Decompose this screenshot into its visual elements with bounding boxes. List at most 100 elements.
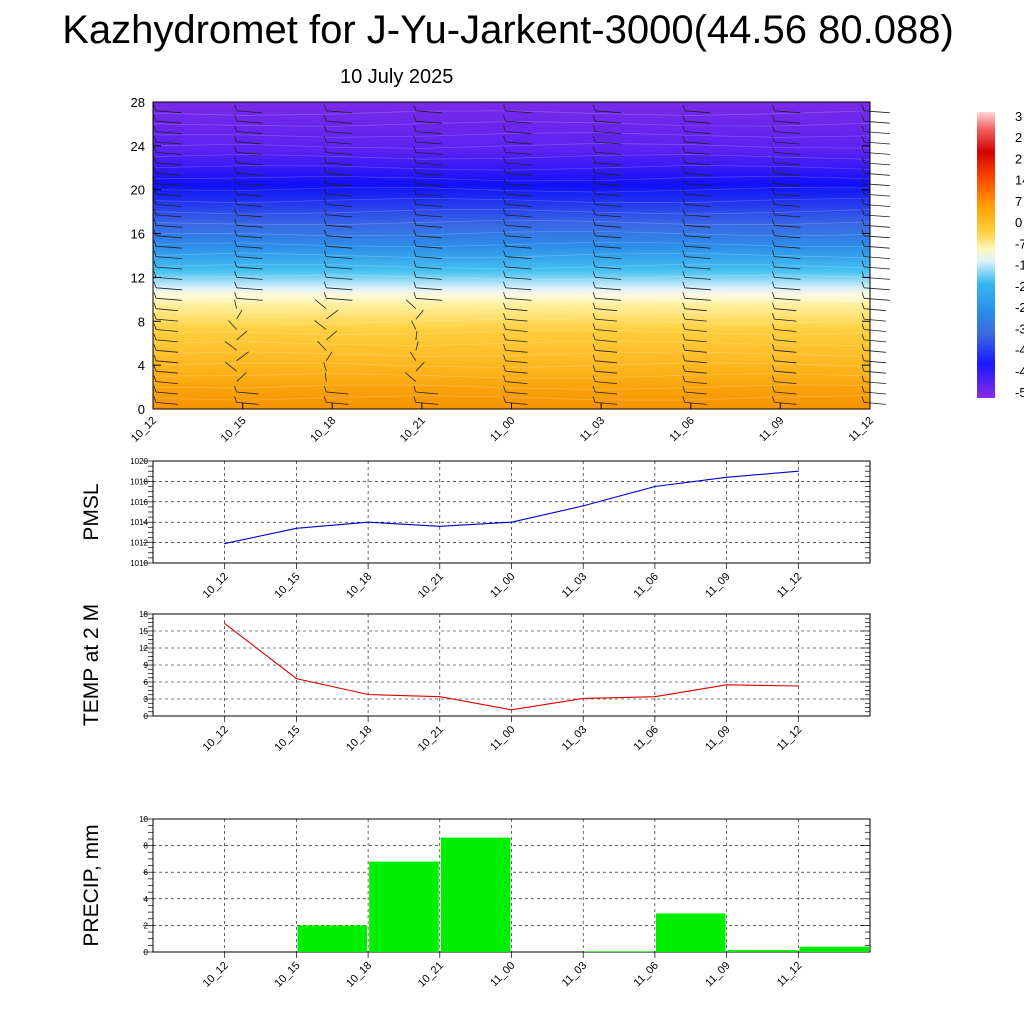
wind-barb-flag	[323, 240, 327, 247]
data-point	[654, 485, 656, 488]
y-tick-label: 0	[144, 712, 149, 721]
wind-barb-flag	[503, 292, 506, 299]
wind-barb-flag	[861, 271, 865, 278]
wind-barb-flag	[234, 208, 238, 216]
contour-line	[152, 274, 871, 280]
wind-barb-flag	[682, 385, 686, 393]
wind-barb-flag	[592, 177, 596, 184]
wind-barb-flag	[682, 323, 686, 330]
wind-barb	[415, 341, 419, 351]
contour-line	[152, 373, 871, 379]
colorbar-label: 2	[1015, 152, 1022, 167]
x-tick-label: 11_09	[703, 960, 733, 990]
wind-barb	[863, 370, 887, 374]
wind-barb-flag	[323, 125, 327, 132]
wind-barb	[774, 193, 801, 197]
x-tick-label: 11_00	[488, 960, 518, 990]
wind-barb-flag	[682, 115, 686, 122]
wind-barb-flag	[682, 198, 686, 205]
wind-barb-flag	[153, 146, 157, 153]
wind-barb-flag	[682, 146, 686, 153]
wind-barb	[595, 256, 622, 259]
wind-barb-flag	[413, 104, 417, 111]
wind-barb-flag	[413, 219, 417, 226]
x-tick-label: 11_06	[631, 960, 661, 990]
wind-barb	[863, 256, 891, 259]
wind-barb-flag	[413, 167, 417, 174]
x-tick-label: 10_15	[272, 571, 302, 601]
wind-barb	[415, 391, 438, 395]
wind-barb	[863, 110, 891, 114]
wind-barb-flag	[323, 271, 327, 278]
wind-barb	[684, 110, 711, 114]
x-tick-label: 11_12	[775, 960, 805, 990]
wind-barb-flag	[503, 323, 506, 330]
wind-barb	[774, 339, 797, 343]
wind-barb	[684, 120, 711, 124]
wind-barb	[326, 245, 353, 249]
x-tick-label: 10_21	[416, 571, 446, 601]
wind-barb-flag	[592, 375, 596, 382]
wind-barb-flag	[861, 344, 865, 351]
data-point	[439, 525, 441, 527]
x-tick-label: 10_18	[344, 960, 374, 990]
x-tick-label: 10_18	[344, 724, 374, 754]
wind-barb	[774, 266, 801, 270]
wind-barb	[863, 224, 891, 228]
wind-barb-flag	[413, 198, 417, 205]
wind-barb	[684, 183, 711, 187]
wind-barb-flag	[861, 156, 865, 164]
wind-barb-flag	[682, 302, 686, 309]
wind-barb	[415, 277, 442, 280]
wind-barb	[505, 245, 532, 249]
wind-barb	[774, 329, 797, 332]
wind-barb	[863, 245, 891, 249]
wind-barb-flag	[861, 104, 865, 111]
wind-barb	[684, 256, 711, 259]
wind-barb	[236, 351, 249, 362]
wind-barb-flag	[323, 396, 327, 403]
wind-barb	[863, 120, 891, 124]
contour-line	[152, 187, 871, 193]
wind-barb	[774, 120, 801, 124]
wind-barb	[505, 339, 528, 343]
wind-barb-flag	[413, 271, 417, 278]
contour-line	[152, 307, 871, 314]
wind-barb-flag	[772, 323, 775, 330]
wind-barb-flag	[503, 146, 506, 153]
freezing-level-line	[153, 292, 871, 302]
wind-barb-flag	[503, 104, 506, 111]
wind-barb-flag	[153, 281, 157, 288]
wind-barb	[415, 183, 442, 187]
wind-barb	[236, 110, 263, 114]
wind-barb	[326, 287, 353, 291]
wind-barb	[595, 308, 618, 312]
wind-barb-flag	[234, 271, 238, 278]
wind-barb-flag	[592, 104, 596, 111]
wind-barb-flag	[413, 260, 417, 268]
wind-barb	[595, 349, 618, 353]
wind-barb-flag	[234, 240, 238, 247]
wind-barb	[155, 349, 179, 353]
wind-barb	[415, 245, 442, 249]
wind-barb-flag	[592, 115, 596, 122]
wind-barb-flag	[503, 344, 506, 351]
wind-barb-flag	[861, 187, 865, 195]
wind-barb	[595, 110, 622, 114]
wind-barb	[863, 381, 887, 384]
wind-barb	[228, 320, 237, 330]
wind-barb-flag	[153, 229, 157, 236]
wind-barb	[684, 224, 711, 228]
wind-barb-flag	[413, 135, 417, 143]
wind-barb	[415, 141, 442, 145]
wind-barb	[684, 172, 711, 176]
x-tick-label: 11_03	[560, 960, 590, 990]
wind-barb	[326, 172, 353, 176]
wind-barb-flag	[682, 208, 686, 216]
y-tick-label: 6	[144, 678, 149, 687]
wind-barb	[236, 309, 243, 320]
wind-barb-flag	[234, 260, 238, 268]
wind-barb-flag	[772, 177, 775, 184]
precip-bar	[727, 950, 798, 952]
wind-barb	[155, 224, 183, 228]
